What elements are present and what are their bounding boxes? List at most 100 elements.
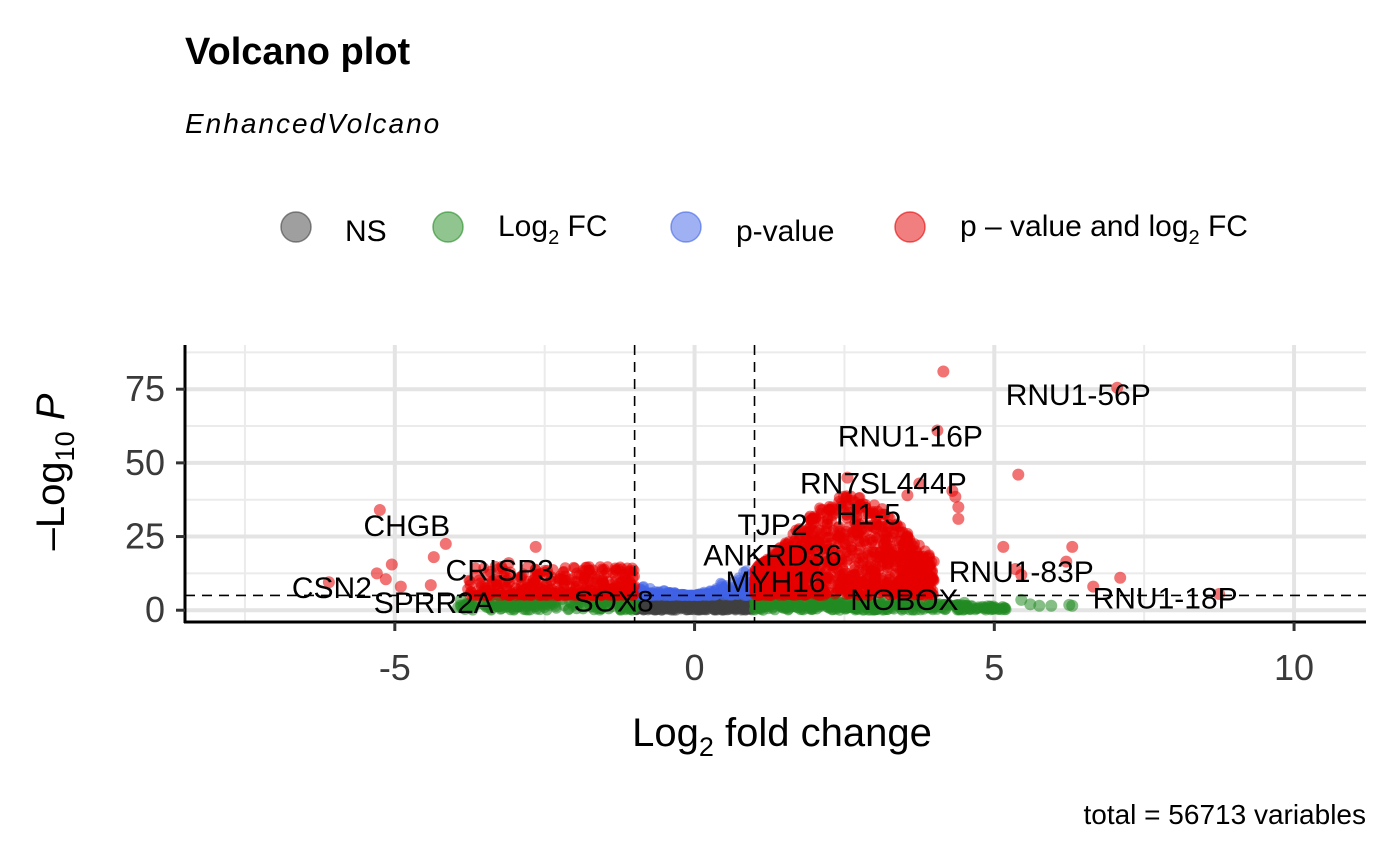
- data-point-both: [828, 575, 840, 587]
- data-point-both: [793, 565, 805, 577]
- legend-label-log2fc: Log2 FC: [498, 210, 608, 249]
- data-point-both: [575, 570, 587, 582]
- data-point-both: [772, 553, 784, 565]
- legend-key-log2fc: [432, 211, 464, 243]
- data-point-fc: [765, 598, 777, 610]
- data-point-fc: [840, 599, 852, 611]
- data-point-both: [554, 570, 566, 582]
- legend-label-pvalue-and-log2fc: p – value and log2 FC: [960, 210, 1248, 249]
- y-tick-label: 50: [125, 442, 165, 483]
- data-point-both: [850, 553, 862, 565]
- highlight-point: [937, 365, 950, 378]
- gene-label: CSN2: [292, 572, 372, 605]
- data-point-fc: [467, 600, 479, 612]
- legend: NS Log2 FC p-value p – value and log2 FC: [280, 210, 1248, 249]
- data-point-fc: [848, 598, 860, 610]
- data-point-both: [568, 561, 580, 573]
- legend-key-pvalue-and-log2fc: [894, 211, 926, 243]
- data-point-p: [718, 588, 730, 600]
- gene-label: NOBOX: [850, 584, 958, 617]
- data-point-both: [804, 569, 816, 581]
- chart-title: Volcano plot: [185, 31, 411, 73]
- data-point-both: [884, 512, 896, 524]
- data-point-both: [919, 582, 931, 594]
- data-point-both: [881, 538, 893, 550]
- data-point-both: [858, 535, 870, 547]
- data-point-both: [927, 573, 939, 585]
- highlight-point: [952, 512, 965, 525]
- data-point-both: [818, 589, 830, 601]
- data-point-p: [737, 586, 749, 598]
- gene-label: TJP2: [737, 509, 807, 542]
- highlight-point: [1012, 468, 1025, 481]
- legend-label-ns: NS: [345, 215, 387, 248]
- data-point-both: [822, 561, 834, 573]
- legend-label-pvalue: p-value: [736, 215, 834, 248]
- data-point-fc: [521, 600, 533, 612]
- data-point-both: [898, 563, 910, 575]
- caption: total = 56713 variables: [1083, 799, 1366, 830]
- gene-label: CHGB: [363, 510, 450, 543]
- data-point-both: [803, 512, 815, 524]
- data-point-both: [829, 588, 841, 600]
- data-point-fc: [971, 602, 983, 614]
- gene-label: H1-5: [836, 498, 901, 531]
- legend-key-pvalue: [670, 211, 702, 243]
- highlight-point: [529, 540, 542, 553]
- data-point-both: [840, 588, 852, 600]
- data-point-p: [662, 588, 674, 600]
- highlight-point: [952, 501, 965, 514]
- chart-subtitle: EnhancedVolcano: [185, 108, 441, 139]
- data-point-both: [870, 583, 882, 595]
- gene-label: CRISP3: [446, 554, 554, 587]
- gene-label: MYH16: [725, 566, 825, 599]
- data-point-both: [774, 541, 786, 553]
- data-point-both: [853, 544, 865, 556]
- data-point-ns: [723, 599, 735, 611]
- data-point-both: [813, 577, 825, 589]
- data-point-both: [850, 506, 862, 518]
- data-point-both: [867, 521, 879, 533]
- gene-label: RNU1-18P: [1093, 582, 1238, 615]
- gene-label: RNU1-16P: [838, 420, 983, 453]
- data-point-both: [898, 578, 910, 590]
- highlight-point: [997, 540, 1010, 553]
- data-point-both: [780, 580, 792, 592]
- gene-label: RN7SL444P: [800, 468, 967, 501]
- data-point-fc: [830, 603, 842, 615]
- data-point-both: [759, 561, 771, 573]
- data-point-both: [822, 514, 834, 526]
- gene-label: SPRR2A: [374, 587, 494, 620]
- data-point-both: [787, 588, 799, 600]
- data-point-both: [854, 518, 866, 530]
- data-point-both: [854, 576, 866, 588]
- data-point-both: [610, 564, 622, 576]
- y-tick-label: 25: [125, 516, 165, 557]
- data-point-fc: [907, 604, 919, 616]
- data-point-fc: [861, 600, 873, 612]
- data-point-ns: [737, 598, 749, 610]
- data-point-both: [845, 490, 857, 502]
- data-point-both: [749, 564, 761, 576]
- data-point-both: [878, 583, 890, 595]
- data-point-both: [907, 551, 919, 563]
- highlight-point: [1033, 599, 1046, 612]
- data-point-fc: [951, 604, 963, 616]
- data-point-both: [913, 539, 925, 551]
- data-point-ns: [668, 598, 680, 610]
- highlight-point: [958, 596, 971, 609]
- data-point-both: [832, 541, 844, 553]
- highlight-point: [1066, 540, 1079, 553]
- data-point-both: [840, 546, 852, 558]
- data-point-ns: [709, 601, 721, 613]
- data-point-both: [833, 520, 845, 532]
- point-clouds: [452, 490, 1012, 616]
- data-point-both: [849, 588, 861, 600]
- x-tick-label: 0: [685, 647, 705, 688]
- gene-label: RNU1-56P: [1006, 379, 1151, 412]
- data-point-fc: [871, 604, 883, 616]
- data-point-both: [868, 565, 880, 577]
- data-point-both: [788, 547, 800, 559]
- data-point-both: [875, 508, 887, 520]
